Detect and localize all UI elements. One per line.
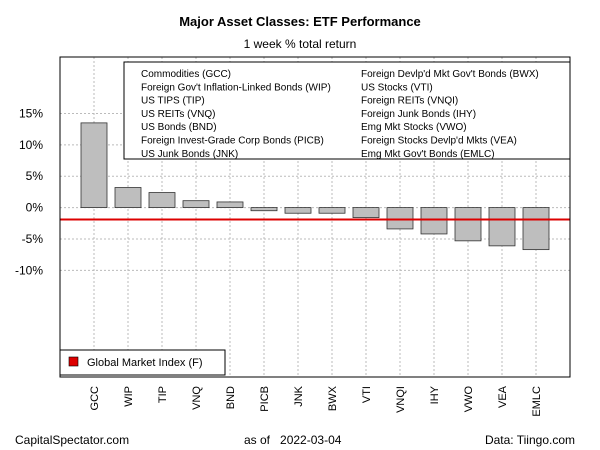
legend-bottom: Global Market Index (F): [59, 349, 226, 376]
y-tick-label: 10%: [19, 138, 43, 152]
x-tick-label: BND: [225, 386, 237, 409]
legend-top-box: [123, 61, 571, 160]
legend-entry: US Stocks (VTI): [361, 82, 433, 93]
x-tick-label: JNK: [293, 385, 305, 406]
legend-entry: US Bonds (BND): [141, 122, 217, 133]
chart-title: Major Asset Classes: ETF Performance: [179, 14, 421, 29]
bar-wip: [114, 187, 142, 208]
footer-date: as of 2022-03-04: [244, 433, 341, 447]
legend-entry: Foreign Gov't Inflation-Linked Bonds (WI…: [141, 82, 331, 93]
legend-entry: Foreign REITs (VNQI): [361, 96, 458, 107]
bar-emlc: [522, 207, 550, 251]
y-tick-label: 5%: [26, 169, 44, 183]
legend-top: Commodities (GCC) Foreign Gov't Inflation…: [123, 61, 571, 160]
legend-entry: Foreign Junk Bonds (IHY): [361, 109, 476, 120]
as-of-date: 2022-03-04: [280, 433, 342, 447]
y-tick-label: 15%: [19, 106, 43, 120]
legend-entry: US REITs (VNQ): [141, 109, 215, 120]
bar-vti: [352, 207, 380, 219]
bar-bnd: [216, 201, 244, 208]
legend-entry: Emg Mkt Gov't Bonds (EMLC): [361, 149, 495, 160]
legend-entry: US TIPS (TIP): [141, 96, 205, 107]
legend-bottom-box: [59, 349, 226, 376]
x-tick-label: VNQ: [191, 386, 203, 410]
legend-entry: Emg Mkt Stocks (VWO): [361, 122, 467, 133]
bar-tip: [148, 192, 176, 208]
bar-gcc: [80, 122, 108, 208]
legend-entry: Foreign Invest-Grade Corp Bonds (PICB): [141, 136, 324, 147]
x-tick-label: BWX: [327, 385, 339, 411]
legend-swatch-red: [68, 356, 79, 367]
legend-global-market-index: Global Market Index (F): [87, 357, 203, 369]
chart-subtitle: 1 week % total return: [243, 37, 357, 51]
legend-entry: Commodities (GCC): [141, 69, 231, 80]
x-tick-label: PICB: [259, 386, 271, 412]
x-tick-label: VTI: [361, 386, 373, 403]
bar-ihy: [420, 207, 448, 235]
bars-layer: [60, 122, 570, 251]
x-tick-label: IHY: [429, 385, 441, 404]
x-tick-label: GCC: [89, 386, 101, 411]
y-tick-label: -10%: [15, 263, 43, 277]
legend-entry: US Junk Bonds (JNK): [141, 149, 238, 160]
bar-vnqi: [386, 207, 414, 230]
y-tick-label: -5%: [22, 232, 44, 246]
bar-vnq: [182, 200, 210, 208]
footer-data-source: Data: Tiingo.com: [484, 433, 575, 447]
bar-vwo: [454, 207, 482, 242]
legend-entry: Foreign Stocks Devlp'd Mkts (VEA): [361, 136, 517, 147]
plot-frame: [59, 56, 571, 378]
as-of-label: as of: [244, 433, 271, 447]
legend-entry: Foreign Devlp'd Mkt Gov't Bonds (BWX): [361, 69, 539, 80]
bar-jnk: [284, 207, 312, 214]
x-tick-label: WIP: [123, 386, 135, 407]
axis-layer: 15% 10% 5% 0% -5% -10% GCC WIP TIP VNQ BND PICB JNK B…: [15, 56, 571, 417]
bar-bwx: [318, 207, 346, 214]
x-tick-label: EMLC: [531, 386, 543, 417]
y-tick-label: 0%: [26, 201, 44, 215]
bar-vea: [488, 207, 516, 247]
x-tick-label: VWO: [463, 386, 475, 413]
x-tick-label: VEA: [497, 385, 509, 408]
bar-picb: [250, 207, 278, 212]
footer-site: CapitalSpectator.com: [15, 433, 130, 447]
x-tick-label: VNQI: [395, 386, 407, 413]
x-tick-label: TIP: [157, 386, 169, 403]
